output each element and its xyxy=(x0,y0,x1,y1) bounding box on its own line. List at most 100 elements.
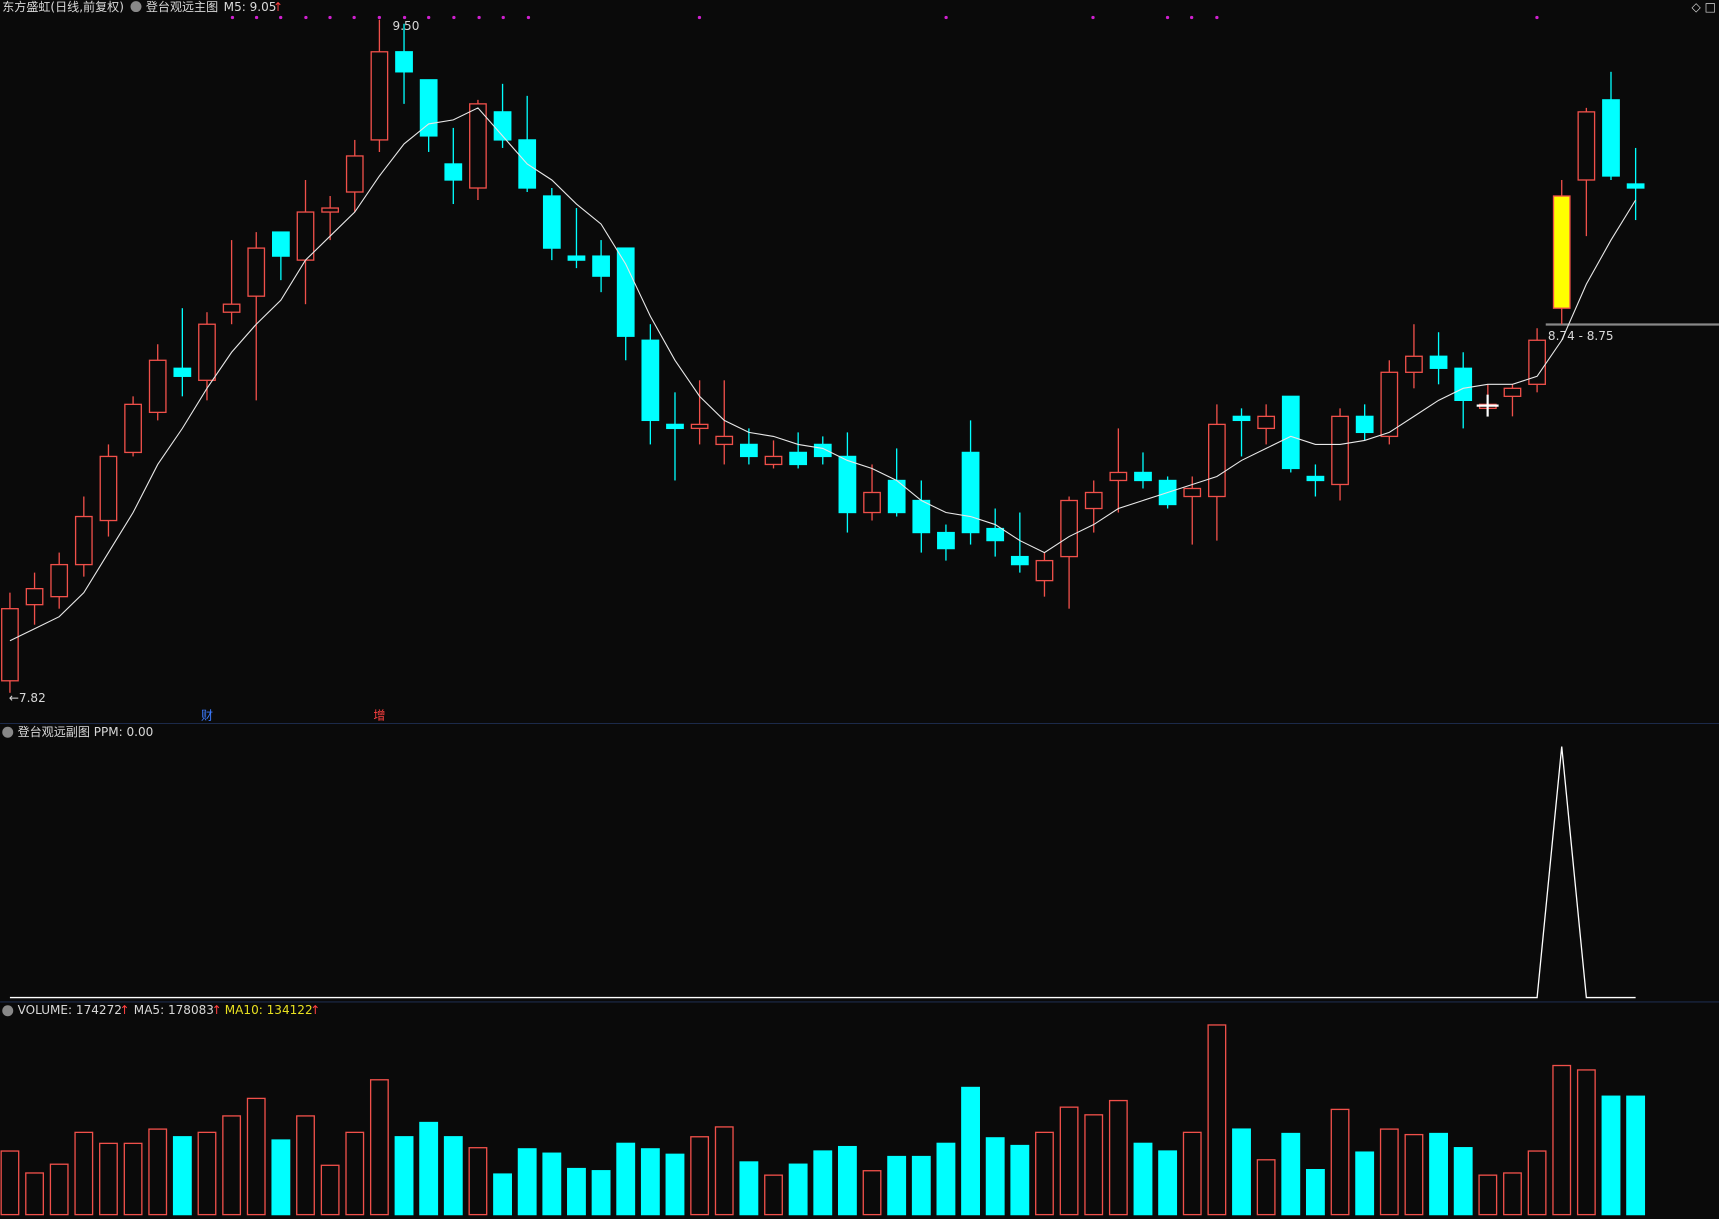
sub-chart-title: 登台观远副图 PPM: 0.00 xyxy=(18,724,154,739)
volume-bar xyxy=(616,1142,636,1216)
volume-bar xyxy=(517,1148,537,1216)
volume-bar xyxy=(1133,1142,1153,1216)
candle-body xyxy=(173,367,192,377)
candle-body xyxy=(419,79,438,137)
volume-bar xyxy=(640,1148,660,1216)
candle-body xyxy=(1577,111,1596,181)
high-label: 9.50 xyxy=(393,19,420,33)
candle-body xyxy=(1602,99,1620,177)
candle-body xyxy=(542,195,561,249)
volume-label: VOLUME: 174272 xyxy=(18,1003,122,1017)
volume-bar xyxy=(1478,1174,1498,1216)
volume-bar xyxy=(1281,1132,1301,1216)
trend-arrow: ↑ xyxy=(273,0,283,14)
candle-body xyxy=(961,451,980,534)
signal-dots xyxy=(230,15,1539,20)
candle-body xyxy=(1528,339,1546,385)
volume-bar xyxy=(246,1097,266,1216)
volume-bar xyxy=(99,1142,118,1216)
volume-bar xyxy=(862,1170,882,1216)
candle-body xyxy=(370,51,389,141)
volume-bar xyxy=(764,1174,783,1216)
candle-body xyxy=(1306,475,1325,482)
range-label: 8.74 - 8.75 xyxy=(1548,329,1614,343)
candle-body xyxy=(715,435,734,446)
volume-bar xyxy=(1158,1150,1178,1216)
candle-body xyxy=(690,423,709,430)
candle-body xyxy=(592,255,610,277)
volume-bar xyxy=(197,1131,217,1216)
chart-title: 东方盛虹(日线,前复权) xyxy=(2,0,124,14)
trend-arrow: ↑ xyxy=(310,1003,320,1017)
low-label: ←7.82 xyxy=(9,691,46,705)
volume-bar xyxy=(345,1131,365,1216)
volume-bar xyxy=(1626,1095,1646,1216)
volume-bar xyxy=(911,1155,931,1216)
candle-body xyxy=(1429,355,1448,369)
candle-body xyxy=(1281,395,1300,470)
trend-arrow: ↑ xyxy=(212,1003,222,1017)
candle-body xyxy=(124,403,142,454)
candle-body xyxy=(912,499,931,534)
candle-body xyxy=(1208,423,1226,498)
candle-body xyxy=(321,207,340,213)
candle-body xyxy=(1183,487,1202,498)
volume-bar xyxy=(1527,1150,1547,1216)
candle-body xyxy=(641,339,660,422)
volume-bar xyxy=(887,1155,907,1216)
volume-bar xyxy=(1232,1128,1251,1216)
volume-bar xyxy=(1182,1131,1202,1216)
event-marker: 增 xyxy=(373,708,385,722)
candle-body xyxy=(863,491,881,514)
volume-bar xyxy=(1429,1132,1448,1216)
candle-body xyxy=(1257,415,1276,430)
volume-bar xyxy=(1035,1131,1054,1216)
candle-body xyxy=(764,455,783,466)
event-marker: 财 xyxy=(201,708,213,722)
collapse-icon[interactable] xyxy=(2,726,14,738)
candle-body xyxy=(25,587,44,606)
candle-body xyxy=(444,163,463,181)
volume-bar xyxy=(961,1086,980,1216)
candle-body xyxy=(222,303,241,313)
volume-bar xyxy=(985,1137,1005,1216)
candle-body xyxy=(99,455,118,522)
candle-body xyxy=(1355,415,1374,434)
volume-bar xyxy=(49,1163,69,1216)
volume-bar xyxy=(1256,1159,1276,1216)
volume-bar xyxy=(542,1152,562,1216)
trend-arrow: ↑ xyxy=(120,1003,130,1017)
volume-bar xyxy=(1576,1069,1596,1216)
volume-bar xyxy=(1108,1099,1128,1216)
volume-bar xyxy=(714,1126,734,1216)
candle-body xyxy=(198,323,216,381)
candle-body xyxy=(740,443,758,458)
volume-bar xyxy=(123,1142,143,1216)
collapse-icon[interactable] xyxy=(130,1,142,13)
candle-body xyxy=(1232,415,1251,422)
volume-bar xyxy=(443,1136,463,1216)
volume-bar xyxy=(394,1136,414,1216)
candle-body xyxy=(1405,355,1423,373)
candle-body xyxy=(1626,183,1645,189)
candle-body xyxy=(1084,491,1103,510)
window-icon[interactable]: ◇ □ xyxy=(1692,0,1716,14)
volume-bar xyxy=(837,1145,857,1216)
volume-bar xyxy=(1601,1095,1621,1216)
candle-body xyxy=(50,563,69,598)
volume-bar xyxy=(1305,1168,1325,1216)
volume-bar xyxy=(468,1147,488,1216)
volume-bar xyxy=(1355,1151,1375,1216)
collapse-icon[interactable] xyxy=(2,1005,14,1017)
volume-bar xyxy=(25,1172,44,1216)
candle-body xyxy=(1109,471,1128,482)
candle-body xyxy=(1035,559,1054,582)
volume-bar xyxy=(1059,1106,1079,1216)
candle-body xyxy=(469,103,487,189)
volume-bar xyxy=(148,1128,168,1216)
volume-bar xyxy=(1552,1064,1572,1216)
volume-bar xyxy=(1084,1114,1104,1216)
candle-body xyxy=(666,423,684,430)
